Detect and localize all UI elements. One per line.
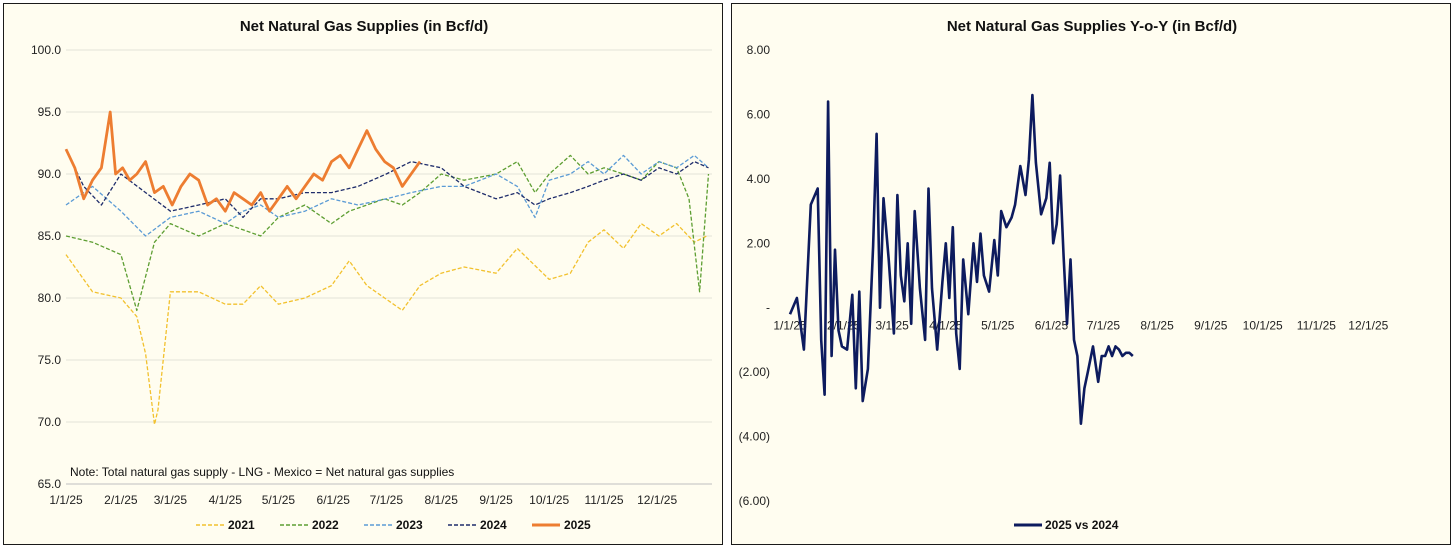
series-line-2025	[64, 110, 422, 213]
left-chart-title: Net Natural Gas Supplies (in Bcf/d)	[240, 18, 488, 35]
right-y-tick-label: 8.00	[747, 43, 771, 57]
legend-label-2024: 2024	[480, 518, 507, 532]
right-x-ticks: 1/1/25 2/1/25 3/1/25 4/1/25 5/1/25 6/1/25 7/1/…	[773, 319, 1388, 333]
right-x-tick-label: 5/1/25	[981, 319, 1015, 333]
series-line-yoy	[788, 93, 1134, 426]
right-y-tick-label: 2.00	[747, 236, 771, 250]
left-x-tick-label: 4/1/25	[209, 493, 243, 507]
left-y-tick-label: 90.0	[38, 167, 62, 181]
right-y-tick-label: (6.00)	[739, 494, 770, 508]
left-chart-panel: Net Natural Gas Supplies (in Bcf/d) 100.…	[3, 3, 723, 545]
left-y-tick-label: 100.0	[31, 43, 61, 57]
left-y-tick-label: 80.0	[38, 291, 62, 305]
right-y-tick-label: (4.00)	[739, 430, 770, 444]
right-chart-panel: Net Natural Gas Supplies Y-o-Y (in Bcf/d…	[731, 3, 1451, 545]
right-chart-svg: Net Natural Gas Supplies Y-o-Y (in Bcf/d…	[739, 18, 1389, 532]
right-x-tick-label: 8/1/25	[1140, 319, 1174, 333]
left-x-tick-label: 7/1/25	[370, 493, 404, 507]
left-x-tick-label: 2/1/25	[104, 493, 138, 507]
legend-label-yoy: 2025 vs 2024	[1045, 518, 1119, 532]
left-y-tick-label: 75.0	[38, 353, 62, 367]
left-chart-note: Note: Total natural gas supply - LNG - M…	[70, 465, 454, 479]
legend-label-2022: 2022	[312, 518, 339, 532]
left-x-tick-label: 10/1/25	[529, 493, 569, 507]
left-legend: 2021 2022 2023 2024 2025	[196, 518, 591, 532]
left-y-tick-label: 95.0	[38, 105, 62, 119]
right-x-tick-label: 7/1/25	[1087, 319, 1121, 333]
left-x-tick-label: 8/1/25	[425, 493, 459, 507]
right-x-tick-label: 6/1/25	[1035, 319, 1069, 333]
right-x-tick-label: 11/1/25	[1297, 319, 1336, 333]
left-x-ticks: 1/1/25 2/1/25 3/1/25 4/1/25 5/1/25 6/1/25 7/1/…	[49, 493, 677, 507]
left-x-tick-label: 6/1/25	[317, 493, 351, 507]
right-y-tick-label: -	[766, 301, 770, 315]
right-y-tick-label: 6.00	[747, 107, 771, 121]
right-x-tick-label: 12/1/25	[1348, 319, 1388, 333]
left-x-tick-label: 11/1/25	[584, 493, 623, 507]
right-y-tick-label: (2.00)	[739, 365, 770, 379]
right-series-group	[788, 93, 1134, 426]
legend-label-2023: 2023	[396, 518, 423, 532]
left-y-tick-label: 85.0	[38, 229, 62, 243]
series-line-2023	[65, 154, 709, 237]
left-x-tick-label: 5/1/25	[262, 493, 296, 507]
left-y-tick-label: 65.0	[38, 477, 62, 491]
right-x-tick-label: 9/1/25	[1194, 319, 1228, 333]
right-y-tick-label: 4.00	[747, 172, 771, 186]
right-chart-title: Net Natural Gas Supplies Y-o-Y (in Bcf/d…	[947, 18, 1237, 35]
left-y-tick-label: 70.0	[38, 415, 62, 429]
left-x-tick-label: 1/1/25	[49, 493, 83, 507]
left-x-tick-label: 9/1/25	[479, 493, 513, 507]
legend-label-2021: 2021	[228, 518, 255, 532]
right-x-tick-label: 1/1/25	[773, 319, 807, 333]
left-series-group	[64, 110, 710, 426]
left-chart-svg: Net Natural Gas Supplies (in Bcf/d) 100.…	[31, 18, 712, 532]
legend-label-2025: 2025	[564, 518, 591, 532]
right-y-ticks: 8.00 6.00 4.00 2.00 - (2.00) (4.00) (6.00)	[739, 43, 771, 508]
series-line-2021	[65, 222, 707, 426]
series-line-2024	[65, 148, 709, 219]
left-x-tick-label: 12/1/25	[637, 493, 677, 507]
right-x-tick-label: 10/1/25	[1243, 319, 1283, 333]
left-y-ticks: 100.0 95.0 90.0 85.0 80.0 75.0 70.0 65.0	[31, 43, 61, 491]
left-grid	[66, 49, 712, 485]
series-line-2022	[65, 154, 710, 312]
left-x-tick-label: 3/1/25	[154, 493, 188, 507]
right-legend: 2025 vs 2024	[1014, 518, 1119, 532]
